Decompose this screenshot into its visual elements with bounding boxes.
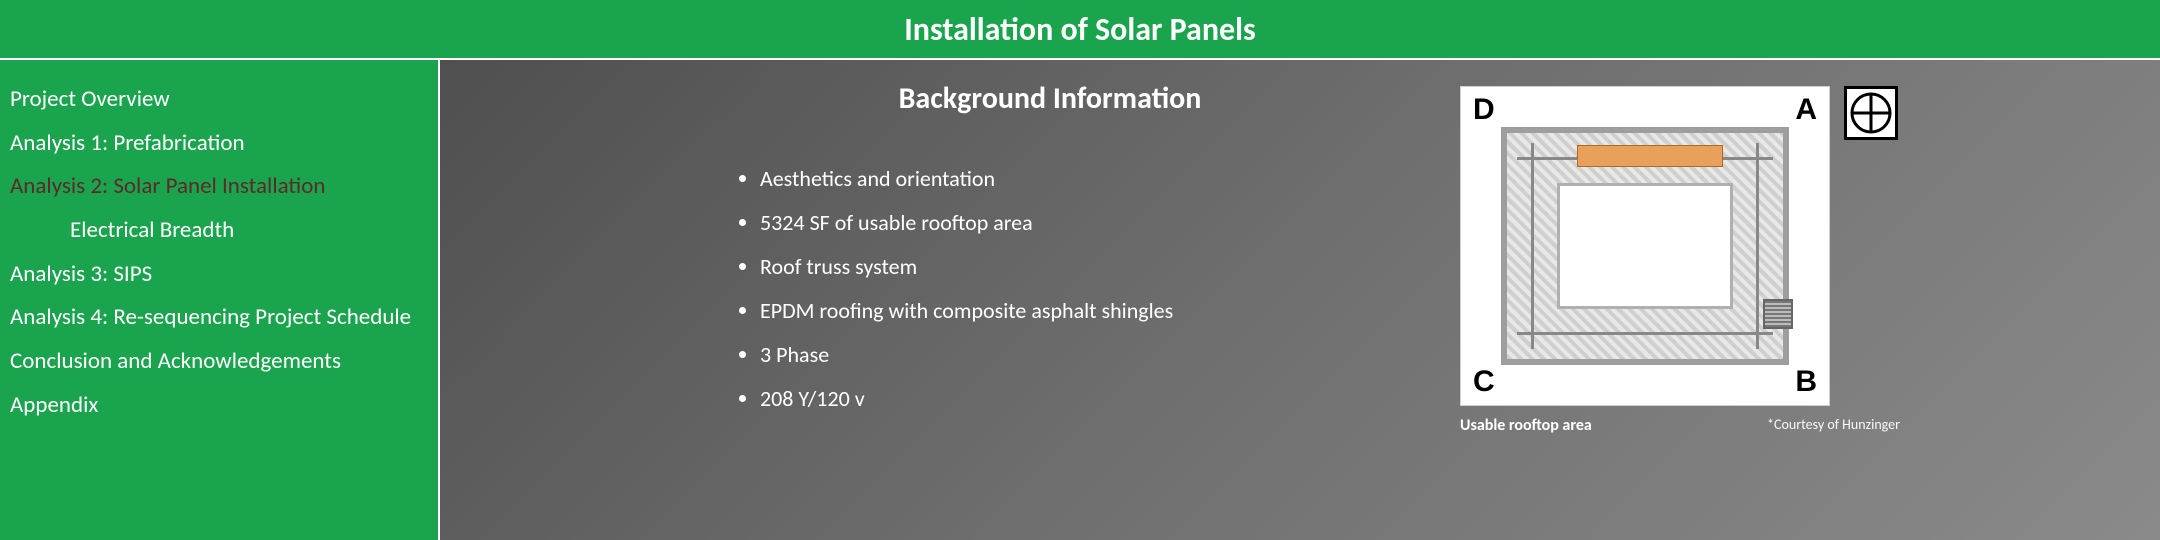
bullet-item: Aesthetics and orientation <box>760 157 1460 201</box>
bullet-list: Aesthetics and orientation 5324 SF of us… <box>700 157 1460 421</box>
usable-rooftop-highlight <box>1577 145 1723 167</box>
sidebar-item-project-overview[interactable]: Project Overview <box>10 78 428 122</box>
page-title: Installation of Solar Panels <box>904 10 1256 49</box>
figure-caption-row: Usable rooftop area *Courtesy of Hunzing… <box>1460 416 1900 435</box>
text-column: Background Information Aesthetics and or… <box>700 80 1460 520</box>
courtyard <box>1557 183 1733 309</box>
roof-equipment-box <box>1763 299 1793 329</box>
sidebar-item-electrical-breadth[interactable]: Electrical Breadth <box>10 209 428 253</box>
sidebar-item-analysis-4[interactable]: Analysis 4: Re-sequencing Project Schedu… <box>10 296 428 340</box>
body-wrap: Project Overview Analysis 1: Prefabricat… <box>0 60 2160 540</box>
roof-plan-figure: D A C B <box>1460 86 1830 406</box>
roof-ridge <box>1517 332 1773 335</box>
sidebar-item-analysis-2[interactable]: Analysis 2: Solar Panel Installation <box>10 165 428 209</box>
bullet-item: 5324 SF of usable rooftop area <box>760 201 1460 245</box>
corner-label-c: C <box>1473 365 1495 399</box>
compass-icon <box>1844 86 1898 140</box>
sidebar-nav: Project Overview Analysis 1: Prefabricat… <box>0 60 440 540</box>
sidebar-item-appendix[interactable]: Appendix <box>10 384 428 428</box>
figure-row: D A C B <box>1460 86 1898 406</box>
section-heading: Background Information <box>640 80 1460 117</box>
sidebar-item-analysis-3[interactable]: Analysis 3: SIPS <box>10 253 428 297</box>
sidebar-item-conclusion[interactable]: Conclusion and Acknowledgements <box>10 340 428 384</box>
building-outline <box>1501 127 1789 365</box>
content-area: Background Information Aesthetics and or… <box>440 60 2160 540</box>
figure-column: D A C B <box>1460 80 2000 520</box>
figure-credit: *Courtesy of Hunzinger <box>1767 416 1900 435</box>
corner-label-b: B <box>1795 365 1817 399</box>
roof-ridge <box>1756 143 1759 349</box>
figure-caption: Usable rooftop area <box>1460 416 1592 435</box>
bullet-item: Roof truss system <box>760 245 1460 289</box>
title-bar: Installation of Solar Panels <box>0 0 2160 60</box>
bullet-item: EPDM roofing with composite asphalt shin… <box>760 289 1460 333</box>
corner-label-a: A <box>1795 93 1817 127</box>
roof-ridge <box>1531 143 1534 349</box>
bullet-item: 3 Phase <box>760 333 1460 377</box>
sidebar-item-analysis-1[interactable]: Analysis 1: Prefabrication <box>10 122 428 166</box>
bullet-item: 208 Y/120 v <box>760 377 1460 421</box>
corner-label-d: D <box>1473 93 1495 127</box>
